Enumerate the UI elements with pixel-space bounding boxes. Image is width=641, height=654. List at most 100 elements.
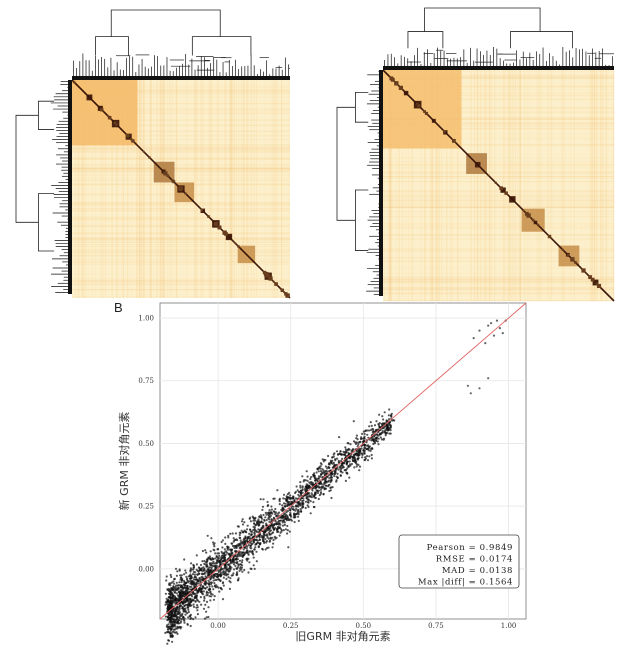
data-point (282, 497, 285, 500)
heatmap-col-stripe (509, 70, 511, 301)
dendrogram-leaf-band (68, 80, 72, 294)
data-point (207, 579, 210, 582)
data-point (267, 517, 270, 520)
data-point (281, 519, 284, 522)
data-point (372, 430, 375, 433)
data-point (278, 498, 281, 501)
data-point (307, 487, 310, 490)
data-point (247, 553, 250, 556)
data-point (175, 584, 178, 587)
heatmap-row-stripe (72, 208, 290, 210)
data-point (212, 576, 215, 580)
data-point (219, 574, 222, 578)
data-point (322, 460, 325, 463)
data-point (353, 453, 356, 456)
data-point (210, 566, 213, 569)
data-point (238, 536, 241, 539)
data-point (217, 578, 220, 581)
data-point (183, 593, 186, 596)
data-point (178, 604, 181, 608)
data-point (214, 575, 217, 578)
outlier-point (498, 327, 501, 330)
data-point (257, 518, 260, 521)
data-point (305, 483, 308, 486)
heatmap-col-stripe (150, 80, 152, 298)
data-point (344, 446, 347, 449)
data-point (324, 479, 327, 482)
heatmap-diagonal-cell (522, 209, 525, 212)
data-point (171, 601, 174, 604)
heatmap-row-stripe (383, 167, 614, 169)
data-point (182, 615, 185, 619)
data-point (210, 595, 213, 598)
data-point (246, 549, 249, 552)
data-point (205, 570, 209, 573)
data-point (238, 547, 241, 550)
data-point (370, 447, 373, 451)
heatmap-row-stripe (383, 163, 614, 165)
data-point (207, 606, 210, 609)
heatmap-matrix-left (71, 79, 291, 299)
data-point (372, 442, 375, 446)
data-point (265, 529, 268, 532)
heatmap-row-stripe (383, 237, 614, 239)
data-point (170, 575, 173, 579)
outlier-point (487, 324, 490, 327)
data-point (286, 509, 289, 513)
outlier-point (478, 387, 481, 390)
heatmap-row-stripe (72, 171, 290, 173)
data-point (178, 619, 181, 622)
data-point (263, 518, 266, 522)
heatmap-col-stripe (586, 70, 588, 301)
data-point (331, 466, 334, 469)
data-point (264, 548, 267, 551)
heatmap-row-stripe (72, 209, 290, 212)
heatmap-row-stripe (383, 77, 614, 80)
data-point (309, 477, 312, 481)
data-point (255, 542, 258, 545)
heatmap-col-stripe (431, 70, 434, 301)
data-point (249, 544, 252, 547)
data-point (194, 616, 197, 619)
heatmap-col-stripe (116, 80, 117, 298)
data-point (253, 548, 256, 551)
data-point (320, 485, 323, 488)
data-point (166, 619, 169, 622)
data-point (332, 455, 335, 458)
data-point (306, 479, 309, 482)
data-point (292, 508, 295, 511)
data-point (218, 554, 221, 558)
data-point (195, 581, 198, 584)
data-point (270, 508, 273, 511)
data-point (180, 580, 183, 584)
heatmap-col-stripe (580, 70, 582, 301)
data-point (213, 595, 216, 598)
heatmap-col-stripe (140, 80, 142, 298)
data-point (228, 565, 231, 568)
data-point (243, 552, 246, 555)
data-point (264, 538, 267, 541)
data-point (367, 429, 371, 432)
heatmap-row-stripe (72, 285, 290, 286)
data-point (238, 531, 241, 534)
data-point (235, 555, 238, 558)
heatmap-col-stripe (398, 70, 400, 301)
heatmap-col-stripe (255, 80, 256, 298)
data-point (349, 443, 352, 446)
heatmap-row-stripe (383, 227, 614, 229)
data-point (216, 556, 219, 559)
heatmap-diagonal-cell (280, 288, 285, 293)
data-point (316, 486, 319, 489)
heatmap-diagonal-cell (494, 181, 497, 184)
heatmap-diagonal-cell (394, 81, 399, 86)
data-point (282, 529, 285, 532)
heatmap-col-stripe (143, 80, 145, 298)
data-point (169, 584, 172, 587)
data-point (326, 467, 329, 470)
data-point (210, 568, 213, 571)
heatmap-col-stripe (201, 80, 204, 298)
data-point (361, 432, 364, 435)
data-point (194, 578, 197, 581)
heatmap-diagonal-cell (113, 121, 117, 125)
data-point (323, 473, 326, 477)
